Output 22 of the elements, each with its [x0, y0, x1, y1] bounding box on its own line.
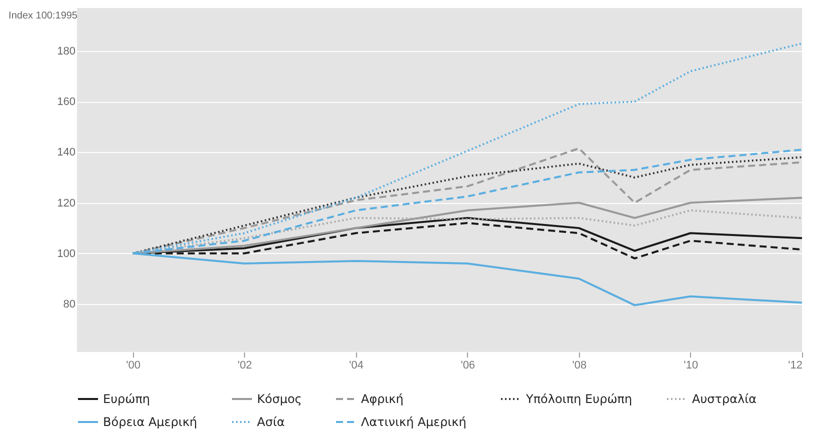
x-tick-label: '12 [788, 360, 802, 372]
legend-label: Λατινική Αμερική [361, 415, 466, 429]
x-tick-label: '04 [349, 360, 364, 372]
x-tick-label: '08 [572, 360, 587, 372]
y-tick-label: 80 [63, 298, 76, 310]
legend-label: Βόρεια Αμερική [103, 415, 198, 429]
x-tick-label: '00 [126, 360, 140, 372]
y-tick-label: 120 [57, 197, 76, 210]
x-tick-label: '06 [460, 360, 476, 372]
y-tick-label: 140 [57, 146, 76, 159]
legend-label: Αφρική [361, 392, 404, 406]
legend-label: Αυστραλία [692, 392, 757, 406]
legend-label: Ευρώπη [103, 392, 150, 406]
y-tick-label: 160 [57, 96, 76, 108]
x-tick-label: '02 [238, 360, 252, 372]
y-tick-label: 100 [57, 248, 76, 260]
legend-label: Ασία [257, 415, 285, 429]
y-tick-label: 180 [57, 46, 76, 58]
y-axis-title: Index 100:1995 [8, 10, 78, 22]
legend-label: Υπόλοιπη Ευρώπη [525, 392, 632, 406]
x-tick-label: '10 [684, 360, 698, 372]
legend-label: Κόσμος [257, 392, 302, 406]
